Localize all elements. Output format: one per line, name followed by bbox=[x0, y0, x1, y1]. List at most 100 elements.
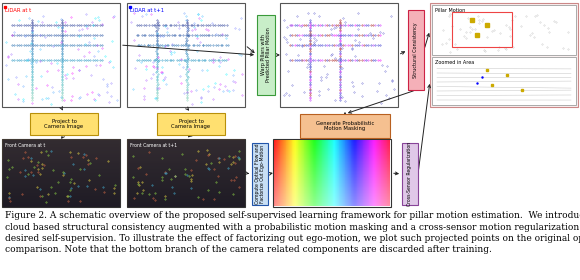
Bar bbox=[347, 185, 348, 186]
Bar bbox=[285, 199, 286, 200]
Bar bbox=[366, 181, 367, 182]
Bar bbox=[319, 141, 320, 142]
Bar bbox=[356, 146, 357, 147]
Bar bbox=[302, 147, 303, 148]
Bar bbox=[356, 170, 357, 171]
Bar bbox=[350, 183, 351, 184]
Bar bbox=[279, 168, 280, 169]
Bar bbox=[386, 180, 387, 181]
Bar bbox=[127, 154, 245, 155]
Bar bbox=[316, 141, 317, 142]
Bar bbox=[317, 184, 318, 185]
Bar bbox=[325, 202, 326, 203]
Bar bbox=[387, 203, 388, 204]
Bar bbox=[356, 181, 357, 182]
Bar bbox=[317, 169, 318, 170]
Bar bbox=[340, 140, 341, 141]
Bar bbox=[309, 170, 310, 171]
Bar bbox=[316, 184, 317, 185]
Bar bbox=[301, 144, 302, 145]
Bar bbox=[333, 176, 334, 177]
Bar bbox=[358, 162, 359, 163]
Bar bbox=[388, 182, 389, 183]
Bar bbox=[369, 160, 370, 161]
Bar bbox=[374, 178, 375, 179]
Bar bbox=[318, 153, 319, 154]
Bar bbox=[302, 204, 303, 205]
Bar bbox=[311, 167, 312, 168]
Bar bbox=[379, 157, 380, 158]
Bar bbox=[352, 161, 353, 162]
Bar bbox=[292, 157, 293, 158]
Bar bbox=[316, 153, 317, 154]
Bar bbox=[375, 205, 376, 206]
Bar bbox=[384, 159, 385, 160]
Bar bbox=[350, 172, 351, 173]
Bar bbox=[311, 145, 312, 146]
Bar bbox=[333, 186, 334, 187]
Bar bbox=[367, 178, 368, 179]
Bar bbox=[2, 150, 120, 151]
Bar bbox=[285, 142, 286, 143]
Bar bbox=[363, 191, 364, 192]
Bar bbox=[376, 166, 377, 167]
Bar bbox=[286, 176, 287, 177]
Bar bbox=[285, 197, 286, 198]
Bar bbox=[338, 166, 339, 167]
Bar bbox=[319, 164, 320, 165]
Bar bbox=[302, 163, 303, 164]
Bar bbox=[370, 194, 371, 195]
Bar bbox=[378, 158, 379, 159]
Bar bbox=[352, 193, 353, 194]
Bar bbox=[370, 155, 371, 156]
Bar bbox=[386, 155, 387, 156]
Bar bbox=[296, 174, 297, 175]
Bar bbox=[366, 140, 367, 141]
Bar bbox=[275, 149, 276, 150]
Bar bbox=[341, 183, 342, 184]
Bar bbox=[374, 175, 375, 176]
Bar bbox=[379, 179, 380, 180]
Bar bbox=[276, 148, 277, 149]
Bar bbox=[301, 161, 302, 162]
Bar bbox=[288, 166, 289, 167]
Bar bbox=[320, 143, 321, 144]
Bar bbox=[286, 201, 287, 202]
Bar bbox=[359, 145, 360, 146]
Bar bbox=[317, 167, 318, 168]
Bar bbox=[305, 145, 306, 146]
Bar bbox=[373, 191, 374, 192]
Bar bbox=[332, 154, 333, 155]
Bar bbox=[296, 163, 297, 164]
Bar bbox=[2, 178, 120, 180]
Bar bbox=[326, 151, 327, 152]
Bar bbox=[347, 150, 348, 151]
Bar bbox=[368, 150, 369, 151]
Bar bbox=[353, 171, 354, 172]
Bar bbox=[284, 181, 285, 182]
Bar bbox=[296, 162, 297, 163]
Bar bbox=[293, 154, 294, 155]
Bar bbox=[325, 203, 326, 204]
Bar bbox=[371, 186, 372, 187]
Bar bbox=[378, 163, 379, 164]
Bar bbox=[347, 195, 348, 196]
Bar bbox=[284, 155, 285, 156]
Bar bbox=[286, 140, 287, 141]
Bar bbox=[303, 191, 304, 192]
Bar bbox=[388, 177, 389, 178]
Bar bbox=[367, 143, 368, 144]
Bar bbox=[387, 199, 388, 200]
Bar bbox=[306, 205, 307, 206]
Bar bbox=[284, 188, 285, 189]
Bar bbox=[276, 146, 277, 147]
Bar bbox=[382, 193, 383, 194]
Bar bbox=[276, 196, 277, 197]
Bar bbox=[363, 195, 364, 196]
Bar bbox=[371, 194, 372, 195]
Bar bbox=[301, 191, 302, 192]
Bar bbox=[295, 155, 296, 156]
Bar bbox=[275, 168, 276, 169]
Bar bbox=[317, 186, 318, 187]
Bar bbox=[369, 205, 370, 206]
